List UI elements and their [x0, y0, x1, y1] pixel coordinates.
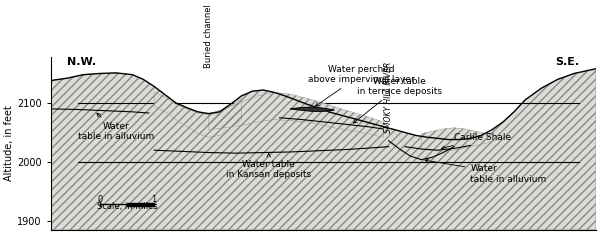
Polygon shape — [50, 69, 596, 230]
Polygon shape — [154, 92, 241, 137]
Polygon shape — [209, 92, 383, 137]
Text: S.E.: S.E. — [556, 57, 580, 67]
Text: Carlile Shale: Carlile Shale — [441, 133, 511, 150]
Text: Water table
in Kansan deposits: Water table in Kansan deposits — [226, 154, 311, 179]
Text: Water table
in terrace deposits: Water table in terrace deposits — [353, 77, 442, 123]
Text: SMOKY HILL RIVER: SMOKY HILL RIVER — [384, 62, 393, 133]
Text: Scale, in miles: Scale, in miles — [97, 202, 157, 211]
Y-axis label: Altitude, in feet: Altitude, in feet — [4, 106, 14, 181]
Text: Buried channel: Buried channel — [204, 4, 213, 68]
Text: Water
table in alluvium: Water table in alluvium — [425, 159, 547, 184]
Text: 0: 0 — [97, 195, 102, 204]
Text: 1: 1 — [152, 195, 157, 204]
Polygon shape — [421, 128, 497, 151]
Polygon shape — [290, 107, 334, 111]
Text: N.W.: N.W. — [67, 57, 96, 67]
Text: Water
table in alluvium: Water table in alluvium — [78, 113, 154, 141]
Text: Water perched
above impervious layer: Water perched above impervious layer — [308, 65, 415, 106]
